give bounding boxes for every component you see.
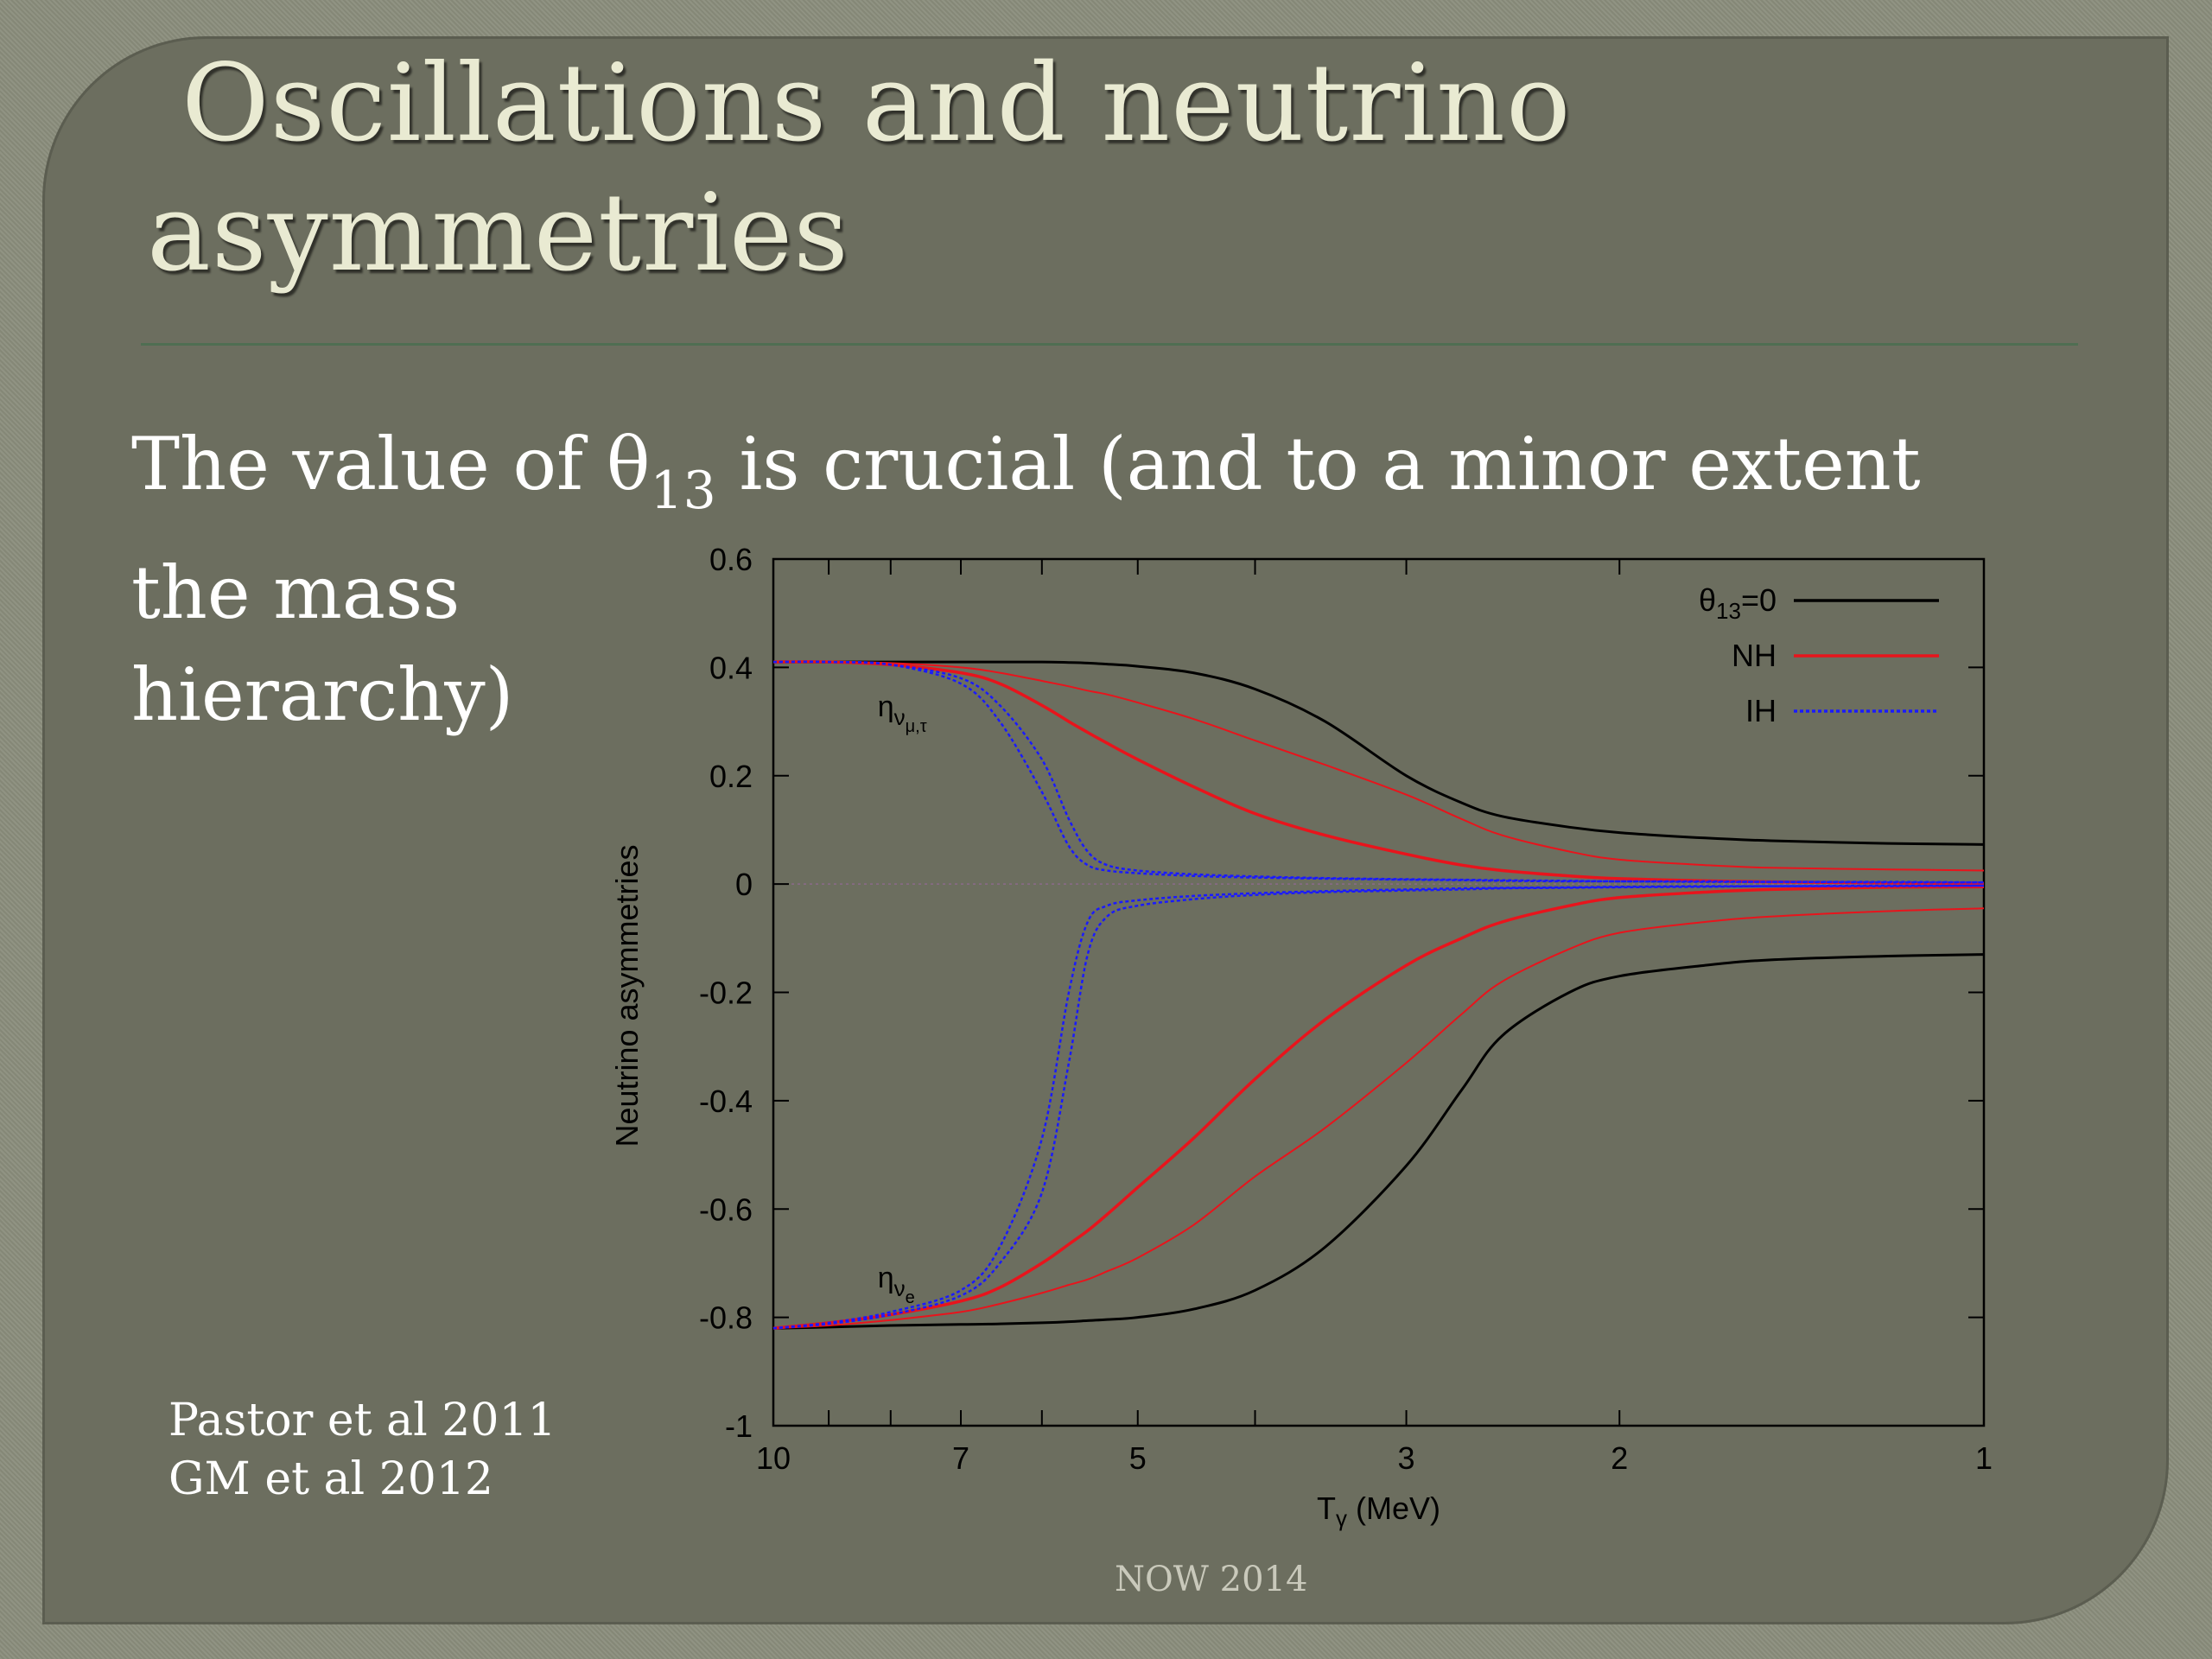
- y-tick-label: -0.6: [699, 1192, 753, 1227]
- plot-frame: [772, 557, 1986, 1427]
- annotation-subscript: ν: [894, 1275, 906, 1301]
- legend-label: IH: [1745, 693, 1777, 728]
- legend-label-tail: =0: [1741, 582, 1777, 618]
- subtitle-text-pre: The value of θ: [131, 422, 651, 506]
- y-tick-label: -1: [725, 1408, 753, 1444]
- y-tick-label: 0.4: [709, 650, 753, 685]
- slide-subtitle: The value of θ13 is crucial (and to a mi…: [131, 413, 2119, 746]
- series-line-130-nu-e: [772, 953, 1985, 1330]
- y-tick-label: -0.8: [699, 1300, 753, 1336]
- series-line-ih-mu-tau-b: [772, 660, 1985, 884]
- plot-layer: 0.6 0.4 0.2 0 -0.2 -0.4 -0.6 -0.8 -110 7 5 3 2 1 Tγ (M…: [609, 542, 1993, 1531]
- annotation-subsubscript: e: [906, 1288, 915, 1307]
- legend-label: NH: [1732, 638, 1777, 673]
- citation-1: Pastor et al 2011: [168, 1395, 556, 1446]
- legend-label: θ13=0: [1699, 582, 1777, 624]
- series-line-nh-nu-e-thin: [772, 907, 1985, 1330]
- series-line-ih-nu-e-b: [772, 884, 1985, 1330]
- subtitle-subscript: 13: [650, 461, 716, 521]
- curve-annotation: ηνe: [878, 1262, 915, 1307]
- title-line-2: asymmetries: [147, 171, 849, 296]
- citations: Pastor et al 2011 GM et al 2012: [168, 1391, 556, 1509]
- series-line-nh-mu-tau-thin: [772, 661, 1985, 872]
- slide-title: Oscillations and neutrino asymmetries: [147, 39, 1789, 298]
- slide-background: [42, 36, 2169, 1624]
- x-tick-label: 1: [1975, 1440, 1993, 1476]
- title-line-1: Oscillations and neutrino: [181, 41, 1572, 166]
- x-axis-label-unit: (MeV): [1347, 1491, 1440, 1526]
- annotation-subscript: ν: [894, 704, 906, 730]
- series-line-nh-nu-e: [772, 885, 1985, 1330]
- legend-label-subscript: 13: [1716, 598, 1741, 624]
- title-divider: [141, 343, 2078, 346]
- x-tick-label: 3: [1398, 1440, 1415, 1476]
- y-tick-label: 0.6: [709, 542, 753, 577]
- series-line-130-mu-tau: [772, 660, 1985, 846]
- x-axis-label-subscript: γ: [1336, 1505, 1347, 1531]
- subtitle-line-3: hierarchy): [131, 652, 514, 737]
- y-tick-label: 0.2: [709, 759, 753, 794]
- x-axis-label: Tγ (MeV): [1317, 1491, 1440, 1531]
- series-line-ih-nu-e-a: [772, 884, 1985, 1330]
- x-tick-label: 2: [1611, 1440, 1628, 1476]
- x-tick-label: 5: [1129, 1440, 1147, 1476]
- y-tick-label: -0.2: [699, 976, 753, 1011]
- y-axis-label: Neutrino asymmetries: [609, 844, 645, 1147]
- y-tick-label: 0: [735, 867, 753, 902]
- subtitle-line-2: the mass: [131, 550, 461, 635]
- y-tick-label: -0.4: [699, 1084, 753, 1119]
- x-tick-label: 10: [756, 1440, 791, 1476]
- subtitle-text-post: is crucial (and to a minor extent: [715, 422, 1921, 506]
- slide-footer: NOW 2014: [1115, 1560, 1308, 1599]
- annotation-subsubscript: μ,τ: [906, 717, 927, 736]
- citation-2: GM et al 2012: [168, 1453, 494, 1505]
- series-line-nh-mu-tau: [772, 660, 1985, 886]
- curve-annotation: ηνμ,τ: [878, 690, 927, 736]
- subtitle-line-1: The value of θ13 is crucial (and to a mi…: [131, 413, 2119, 542]
- x-tick-label: 7: [952, 1440, 969, 1476]
